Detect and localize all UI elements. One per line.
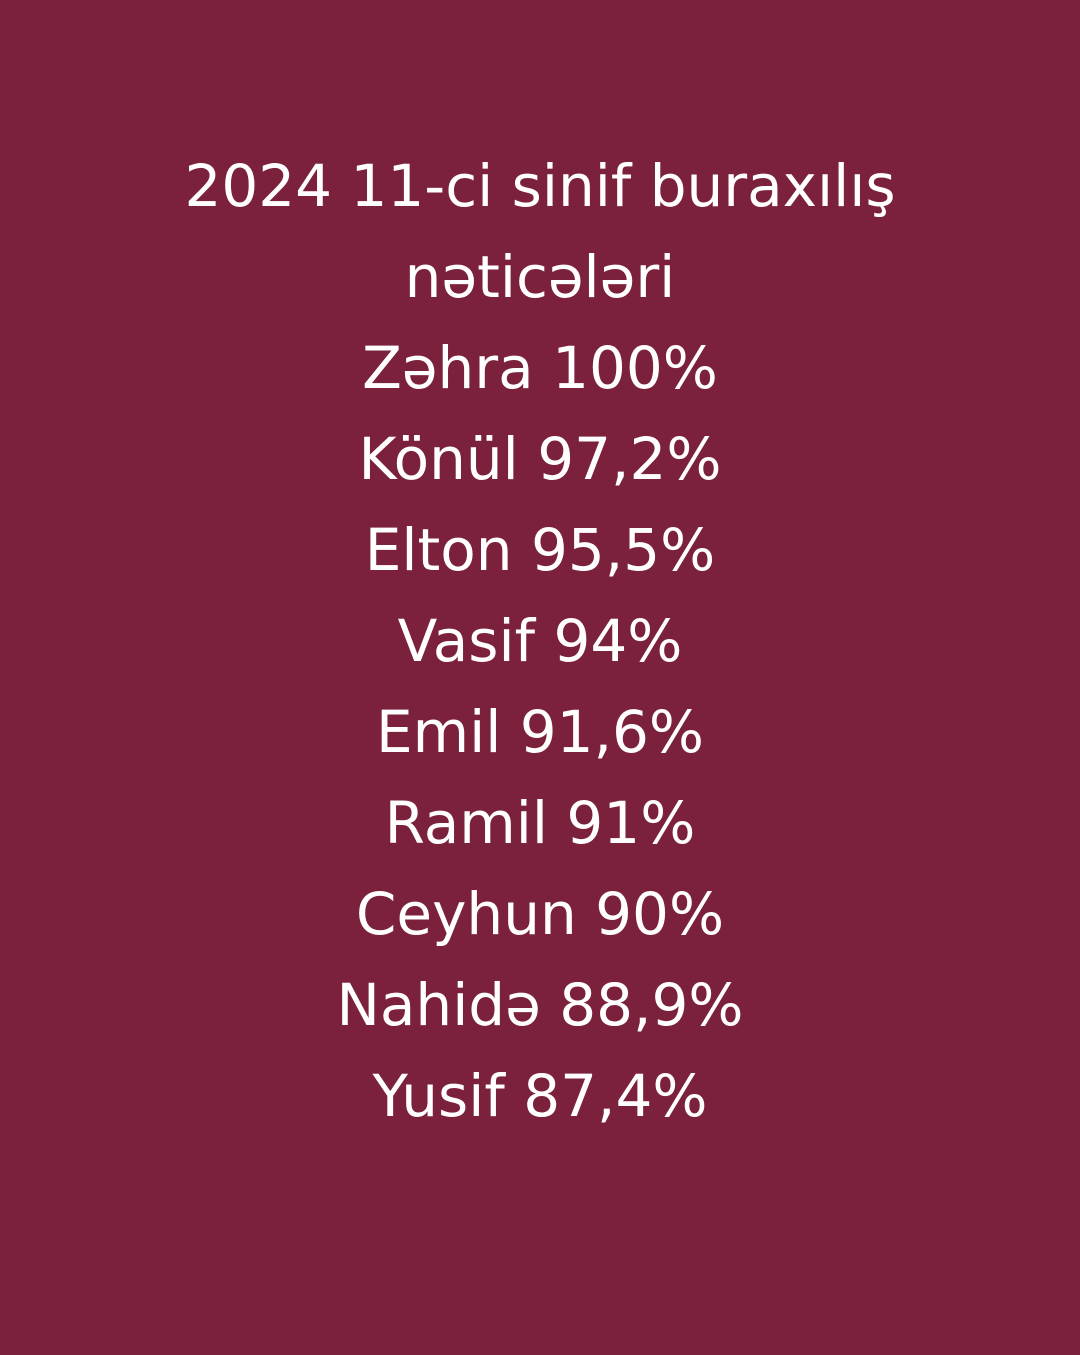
title-line-1: 2024 11-ci sinif buraxılış — [184, 152, 896, 220]
result-item: Emil 91,6% — [375, 698, 705, 766]
title-line-2: nəticələri — [404, 243, 676, 311]
result-item: Ceyhun 90% — [355, 880, 725, 948]
result-item: Ramil 91% — [384, 789, 696, 857]
result-item: Elton 95,5% — [364, 516, 716, 584]
result-item: Yusif 87,4% — [372, 1062, 708, 1130]
poster-text-block: 2024 11-ci sinif buraxılış nəticələri Zə… — [0, 141, 1080, 1142]
result-item: Vasif 94% — [397, 607, 683, 675]
result-item: Nahidə 88,9% — [336, 971, 744, 1039]
result-item: Könül 97,2% — [358, 425, 722, 493]
results-list: Zəhra 100% Könül 97,2% Elton 95,5% Vasif… — [0, 323, 1080, 1142]
result-item: Zəhra 100% — [362, 334, 718, 402]
